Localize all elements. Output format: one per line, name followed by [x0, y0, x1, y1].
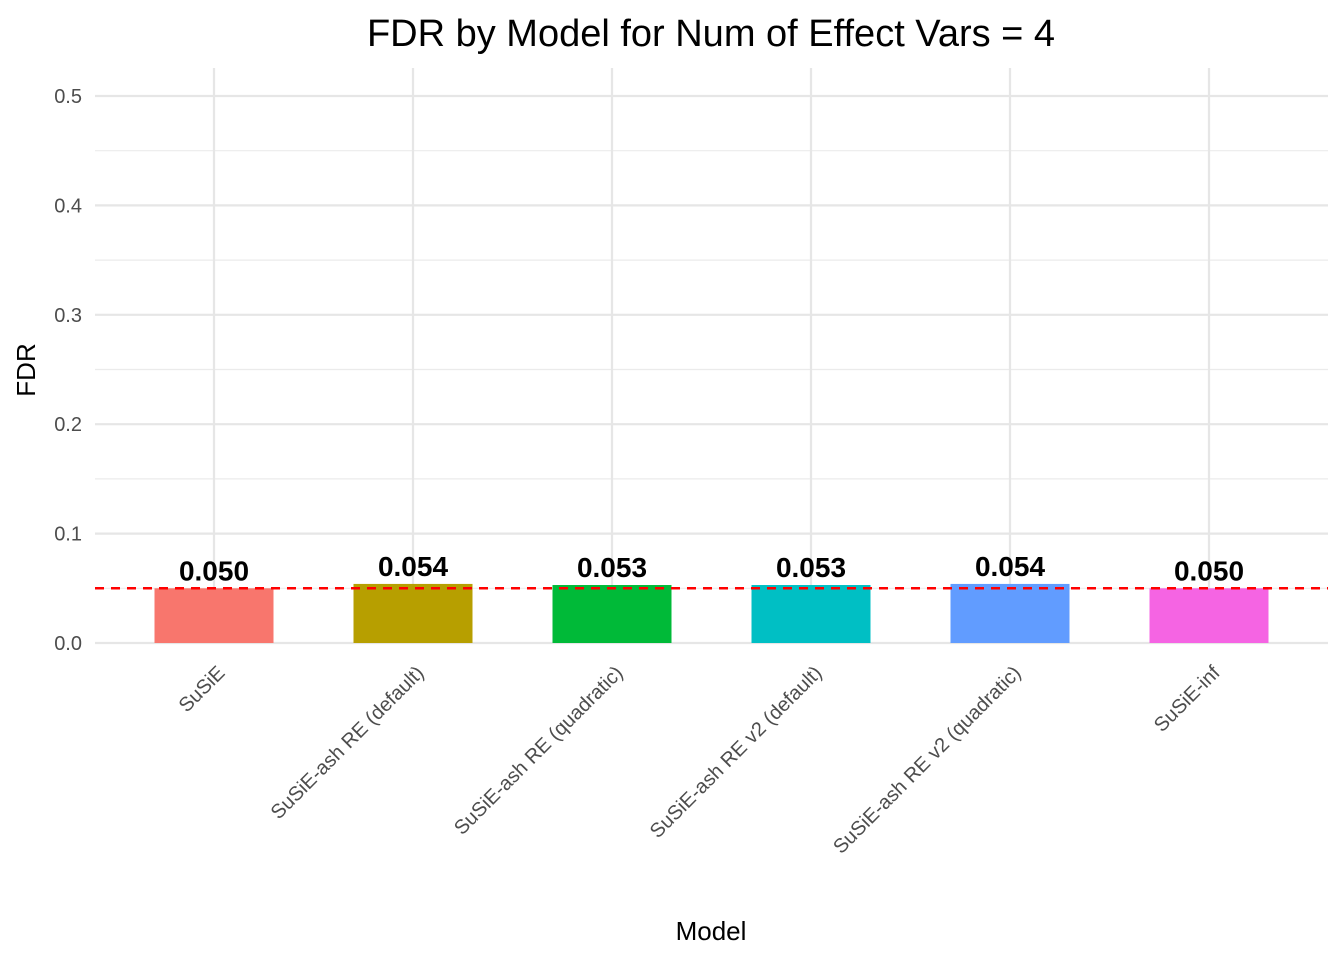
bar-value-label: 0.053 [776, 552, 846, 583]
bar [552, 585, 672, 643]
x-tick-label: SuSiE-ash RE (quadratic) [450, 662, 627, 839]
bar-value-label: 0.050 [1174, 555, 1244, 586]
bars [154, 583, 1269, 643]
x-axis-ticks: SuSiE SuSiE-ash RE (default) SuSiE-ash RE … [175, 662, 1225, 859]
bar [751, 585, 871, 643]
grid-lines [95, 68, 1328, 645]
bar-value-labels: 0.050 0.054 0.053 0.053 0.054 0.050 [179, 551, 1244, 586]
y-tick-label: 0.3 [54, 305, 82, 327]
x-tick-label: SuSiE-ash RE v2 (default) [646, 662, 827, 843]
y-tick-label: 0.4 [54, 195, 82, 217]
x-tick-label: SuSiE [175, 662, 230, 717]
y-tick-label: 0.0 [54, 633, 82, 655]
y-axis-title: FDR [11, 343, 41, 396]
y-axis-ticks: 0.0 0.1 0.2 0.3 0.4 0.5 [54, 86, 82, 655]
x-tick-label: SuSiE-ash RE (default) [267, 662, 429, 824]
bar-value-label: 0.054 [378, 551, 448, 582]
bar [1149, 588, 1269, 643]
x-axis-title: Model [676, 916, 747, 946]
y-tick-label: 0.1 [54, 524, 82, 546]
y-tick-label: 0.5 [54, 86, 82, 108]
y-tick-label: 0.2 [54, 414, 82, 436]
bar-value-label: 0.050 [179, 555, 249, 586]
bar-value-label: 0.054 [975, 551, 1045, 582]
chart-title: FDR by Model for Num of Effect Vars = 4 [367, 13, 1055, 55]
bar [154, 588, 274, 643]
bar-value-label: 0.053 [577, 552, 647, 583]
bar [950, 583, 1070, 643]
x-tick-label: SuSiE-ash RE v2 (quadratic) [829, 662, 1025, 858]
bar [353, 583, 473, 643]
x-tick-label: SuSiE-inf [1150, 662, 1225, 737]
